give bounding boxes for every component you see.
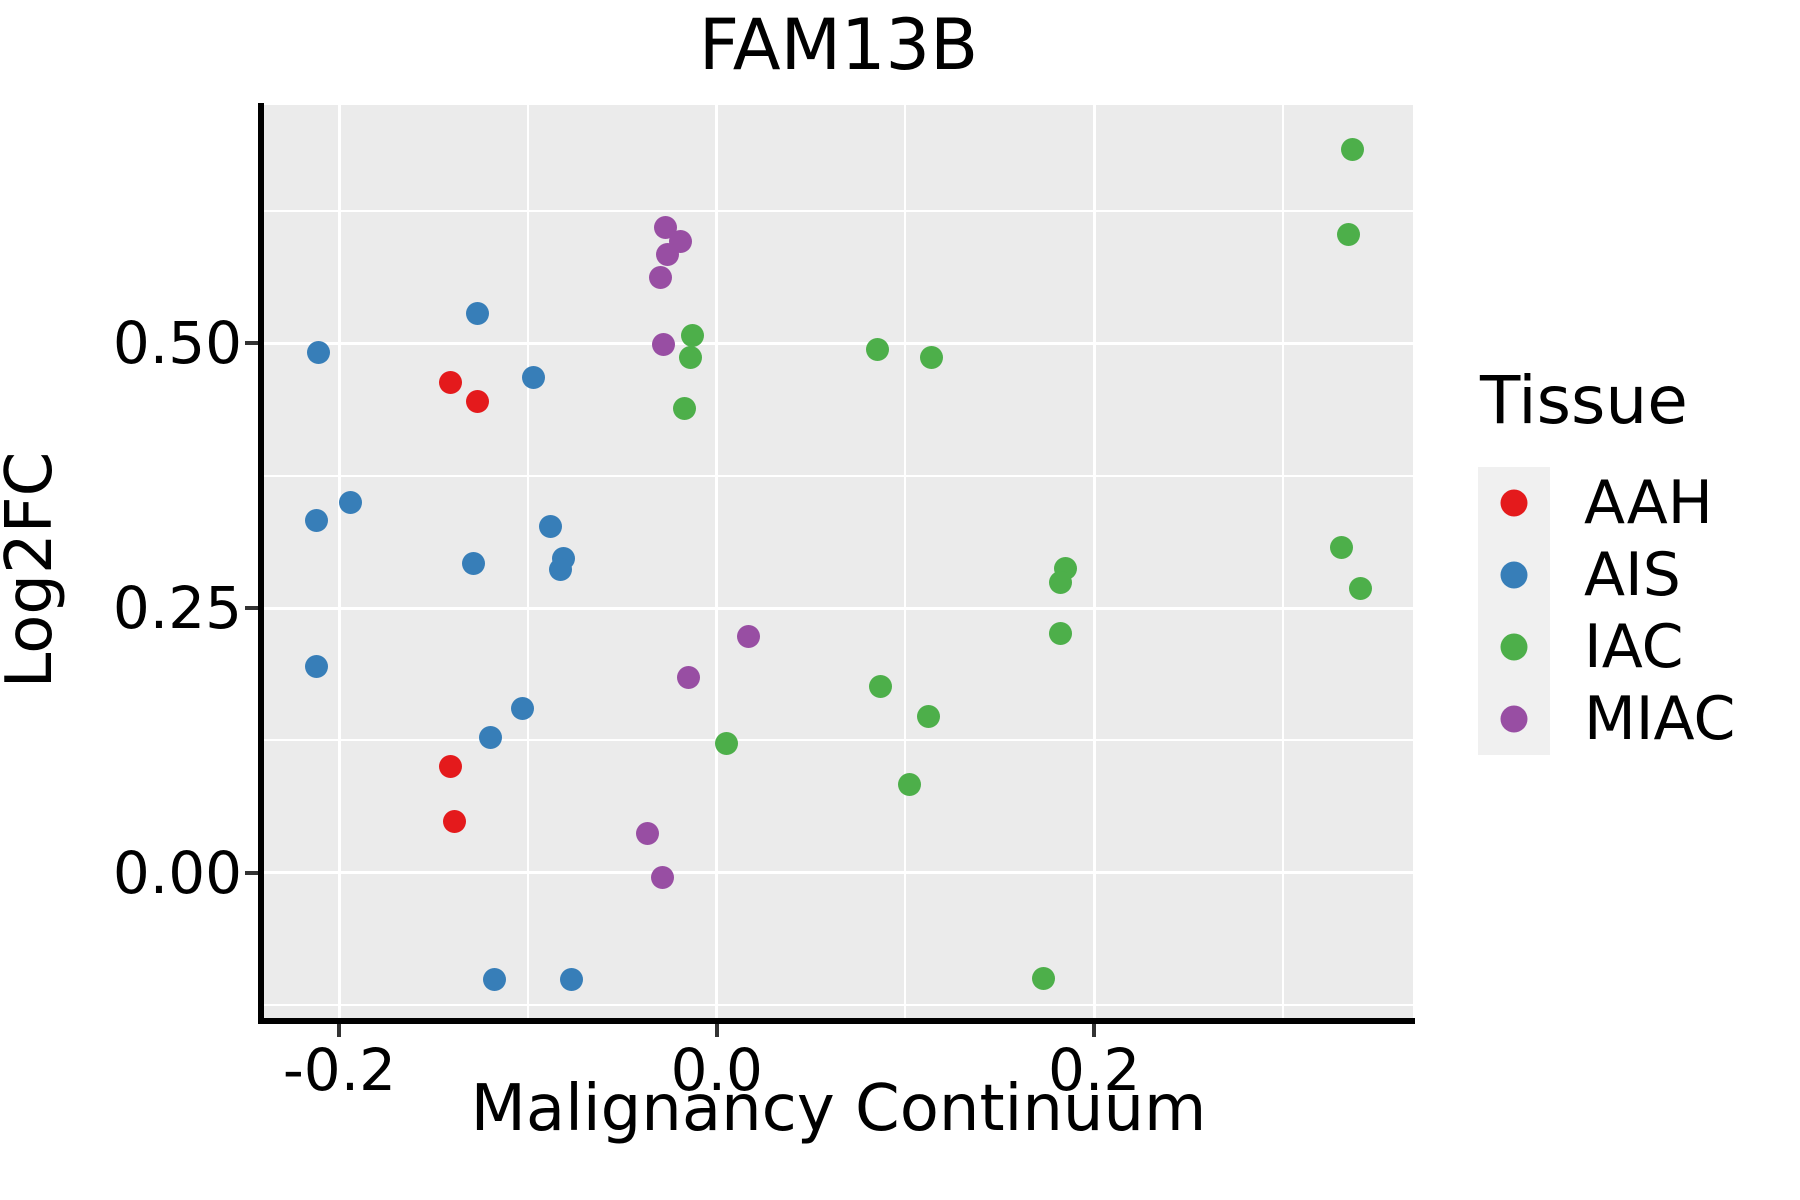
gridline-v-minor	[1281, 105, 1284, 1020]
data-point-ais	[461, 552, 485, 576]
data-point-iac	[678, 345, 702, 369]
data-point-iac	[1329, 536, 1353, 560]
gridline-h-minor	[264, 474, 1413, 477]
data-point-iac	[673, 397, 697, 421]
data-point-ais	[548, 558, 572, 582]
gridline-h-major	[264, 606, 1413, 610]
gridline-v-minor	[904, 105, 907, 1020]
x-axis-tick-label: -0.2	[282, 1036, 397, 1104]
gridline-h-major	[264, 341, 1413, 345]
legend-dot-icon	[1500, 633, 1528, 661]
y-axis-line	[258, 103, 264, 1024]
data-point-iac	[865, 338, 889, 362]
data-point-miac	[648, 266, 672, 290]
data-point-miac	[677, 666, 700, 690]
data-point-ais	[305, 508, 329, 532]
data-point-ais	[482, 968, 506, 992]
gridline-h-major	[264, 871, 1413, 875]
legend-key-swatch	[1478, 611, 1550, 683]
legend-key-swatch	[1478, 683, 1550, 755]
data-point-iac	[897, 773, 921, 797]
data-point-ais	[478, 725, 502, 749]
data-point-iac	[1348, 577, 1372, 601]
legend-item-label: AIS	[1584, 540, 1681, 610]
x-axis-line	[258, 1018, 1415, 1024]
gridline-v-major	[715, 105, 719, 1020]
x-axis-tick	[337, 1024, 342, 1037]
data-point-iac	[1337, 222, 1361, 246]
legend-item-aah: AAH	[1478, 467, 1735, 539]
data-point-iac	[920, 345, 944, 369]
data-point-miac	[650, 865, 674, 889]
data-point-iac	[680, 324, 704, 348]
data-point-ais	[522, 365, 546, 389]
legend: Tissue AAH AIS IAC MIAC	[1478, 362, 1735, 755]
data-point-iac	[1341, 137, 1365, 161]
y-axis-tick-label: 0.50	[112, 309, 242, 378]
legend-item-label: AAH	[1584, 468, 1713, 538]
x-axis-tick	[714, 1024, 719, 1037]
data-point-miac	[635, 822, 659, 846]
data-point-aah	[443, 810, 467, 834]
data-point-aah	[439, 755, 463, 779]
legend-item-label: IAC	[1584, 612, 1684, 682]
gridline-v-minor	[527, 105, 530, 1020]
y-axis-title: Log2FC	[0, 451, 67, 689]
data-point-aah	[439, 370, 463, 394]
data-point-iac	[869, 674, 893, 698]
legend-item-label: MIAC	[1584, 684, 1736, 754]
data-point-ais	[539, 514, 563, 538]
x-axis-tick	[1092, 1024, 1097, 1037]
data-point-iac	[1048, 621, 1072, 645]
y-axis-tick-label: 0.25	[112, 574, 242, 643]
legend-items: AAH AIS IAC MIAC	[1478, 467, 1735, 755]
data-point-ais	[465, 302, 489, 326]
data-point-miac	[652, 332, 676, 356]
legend-dot-icon	[1500, 705, 1528, 733]
y-axis-tick-label: 0.00	[112, 838, 242, 907]
x-axis-tick-label: 0.2	[1048, 1036, 1141, 1104]
gridline-v-major	[337, 105, 341, 1020]
legend-item-iac: IAC	[1478, 611, 1735, 683]
y-axis-tick	[245, 341, 258, 346]
gridline-h-minor	[264, 1004, 1413, 1007]
y-axis-tick	[245, 870, 258, 875]
data-point-ais	[560, 968, 584, 992]
legend-dot-icon	[1500, 561, 1528, 589]
legend-item-miac: MIAC	[1478, 683, 1735, 755]
legend-key-swatch	[1478, 467, 1550, 539]
x-axis-tick-label: 0.0	[670, 1036, 763, 1104]
chart-title: FAM13B	[698, 4, 979, 86]
gridline-h-minor	[264, 739, 1413, 742]
data-point-iac	[1031, 967, 1055, 991]
data-point-iac	[714, 732, 738, 756]
plot-panel	[264, 105, 1413, 1020]
data-point-ais	[307, 341, 331, 365]
data-point-ais	[339, 490, 363, 514]
data-point-aah	[465, 390, 489, 414]
x-axis-title: Malignancy Continuum	[470, 1072, 1207, 1146]
data-point-ais	[305, 654, 329, 678]
y-axis-tick	[245, 606, 258, 611]
gridline-v-major	[1092, 105, 1096, 1020]
legend-key-swatch	[1478, 539, 1550, 611]
legend-title: Tissue	[1480, 362, 1688, 439]
data-point-miac	[656, 242, 680, 266]
data-point-ais	[510, 697, 534, 721]
data-point-iac	[1048, 571, 1072, 595]
legend-dot-icon	[1500, 489, 1528, 517]
gridline-h-minor	[264, 209, 1413, 212]
data-point-iac	[916, 704, 940, 728]
legend-item-ais: AIS	[1478, 539, 1735, 611]
data-point-miac	[737, 625, 761, 649]
